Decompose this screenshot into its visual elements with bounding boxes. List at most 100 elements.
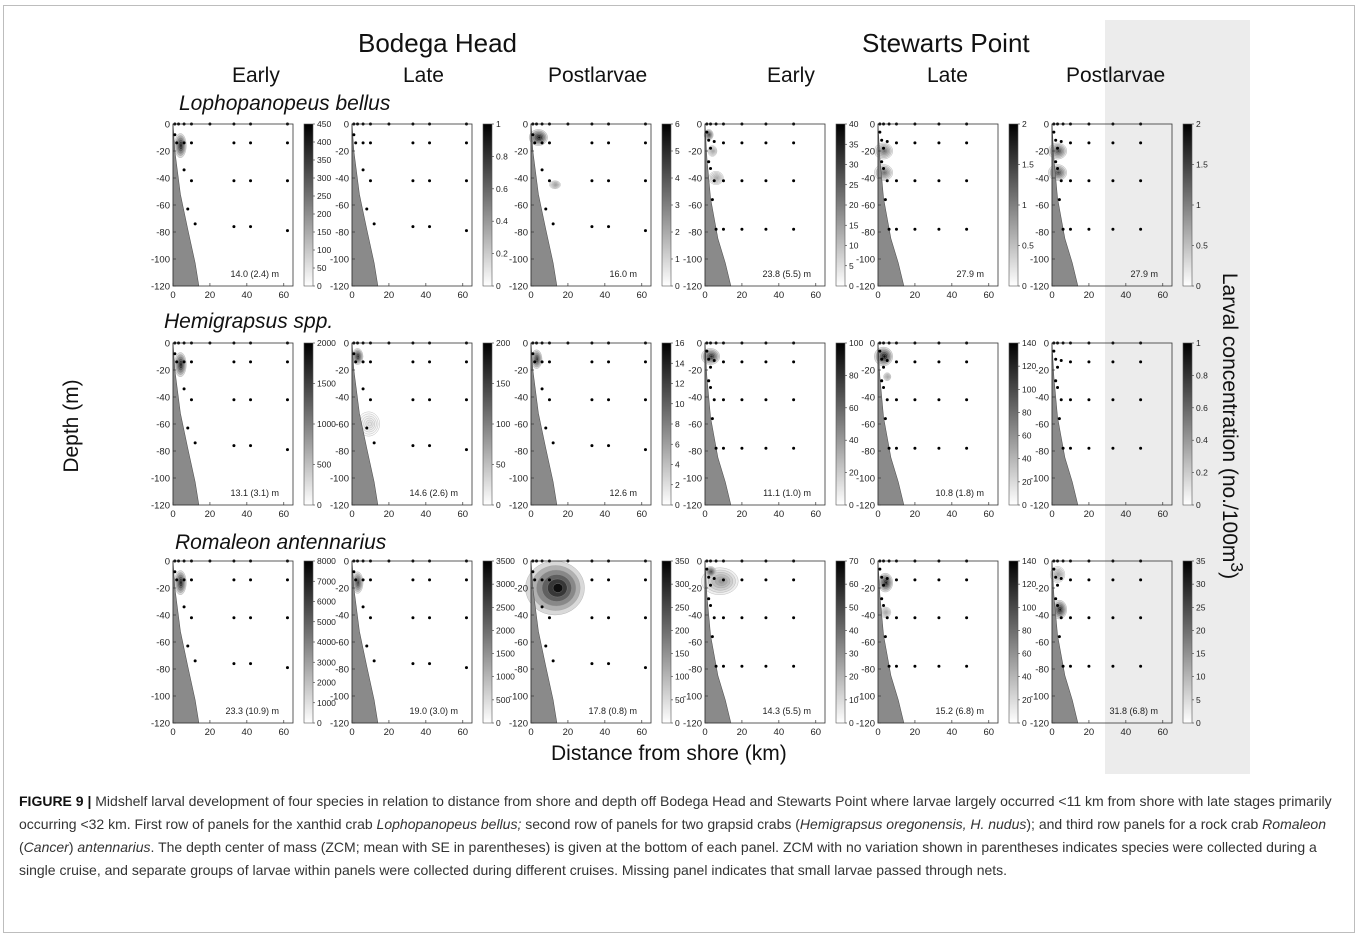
sampling-station [590,225,594,229]
y-tick-label: -40 [1035,174,1049,185]
sampling-station [712,616,716,620]
x-tick-label: 20 [563,727,574,738]
sampling-station [428,141,432,145]
sampling-station [365,426,369,430]
colorbar-tick-label: 5000 [317,617,336,627]
sampling-station [368,179,372,183]
sampling-station [965,446,969,450]
sampling-station [540,605,544,609]
sampling-station [1139,398,1143,402]
y-tick-label: -20 [688,366,702,377]
colorbar-tick-label: 4 [675,460,680,470]
colorbar-tick-label: 80 [1022,407,1032,417]
y-tick-label: -40 [861,174,875,185]
colorbar-tick-label: 450 [317,119,331,129]
sampling-station [540,578,544,582]
colorbar-tick-label: 150 [317,227,331,237]
sampling-station [1068,446,1072,450]
sampling-station [544,207,548,211]
sampling-station [186,426,190,430]
sampling-station [1139,360,1143,364]
colorbar-tick-label: 1 [675,254,680,264]
sampling-station [740,398,744,402]
x-tick-label: 40 [242,727,253,738]
sampling-station [792,227,796,231]
sampling-station [721,446,725,450]
colorbar-tick-label: 5 [1196,695,1201,705]
sampling-station [965,398,969,402]
sampling-station [740,360,744,364]
sampling-station [428,444,432,448]
x-tick-label: 40 [1121,727,1132,738]
sampling-station [894,664,898,668]
x-tick-label: 20 [205,509,216,520]
sampling-station [372,441,376,445]
sampling-station [464,229,468,233]
sampling-station [1056,386,1060,390]
x-tick-label: 60 [457,509,468,520]
y-tick-label: -120 [509,501,528,512]
y-tick-label: 0 [165,557,170,568]
sampling-station [1068,141,1072,145]
sampling-station [707,379,711,383]
colorbar-tick-label: 3500 [496,556,515,566]
sampling-station [249,141,253,145]
x-tick-label: 40 [421,290,432,301]
y-tick-label: -60 [335,638,349,649]
y-tick-label: -80 [335,447,349,458]
sampling-station [764,616,768,620]
y-tick-label: -100 [330,474,349,485]
y-tick-label: -120 [1030,719,1049,730]
sampling-station [1139,664,1143,668]
sampling-station [1087,179,1091,183]
y-tick-label: -60 [861,201,875,212]
y-tick-label: -40 [156,174,170,185]
sampling-station [764,179,768,183]
x-tick-label: 0 [1049,727,1054,738]
sampling-station [551,441,555,445]
sampling-station [540,141,544,145]
y-tick-label: -60 [688,201,702,212]
colorbar-tick-label: 2 [675,480,680,490]
colorbar-tick-label: 50 [675,695,685,705]
colorbar-tick-label: 0 [675,281,680,291]
colorbar-tick-label: 0.2 [1196,468,1208,478]
sampling-station [885,359,889,363]
sampling-station [764,578,768,582]
stage-label: Early [767,64,815,87]
sampling-station [547,578,551,582]
sampling-station [411,616,415,620]
sampling-station [249,444,253,448]
sampling-station [887,227,891,231]
sampling-station [937,578,941,582]
sampling-station [1087,141,1091,145]
y-tick-label: -120 [151,282,170,293]
x-tick-label: 0 [528,290,533,301]
y-tick-label: -80 [1035,665,1049,676]
y-tick-label: -80 [514,447,528,458]
y-tick-label: -40 [861,393,875,404]
sampling-station [533,360,537,364]
sampling-station [551,659,555,663]
sampling-station [883,198,887,202]
colorbar-tick-label: 70 [849,556,859,566]
y-tick-label: -120 [1030,501,1049,512]
sampling-station [1087,578,1091,582]
colorbar-tick-label: 0.2 [496,249,508,259]
y-tick-label: -100 [330,255,349,266]
sampling-station [885,140,889,144]
colorbar-tick-label: 0.4 [1196,435,1208,445]
colorbar [661,342,672,506]
colorbar-tick-label: 1.5 [1196,160,1208,170]
sampling-station [894,227,898,231]
y-tick-label: -20 [156,366,170,377]
colorbar-tick-label: 6 [675,119,680,129]
sampling-station [354,360,358,364]
colorbar-tick-label: 0 [1022,500,1027,510]
y-tick-label: 0 [697,557,702,568]
colorbar-tick-label: 200 [317,209,331,219]
colorbar-tick-label: 2 [1196,119,1201,129]
sampling-station [740,446,744,450]
